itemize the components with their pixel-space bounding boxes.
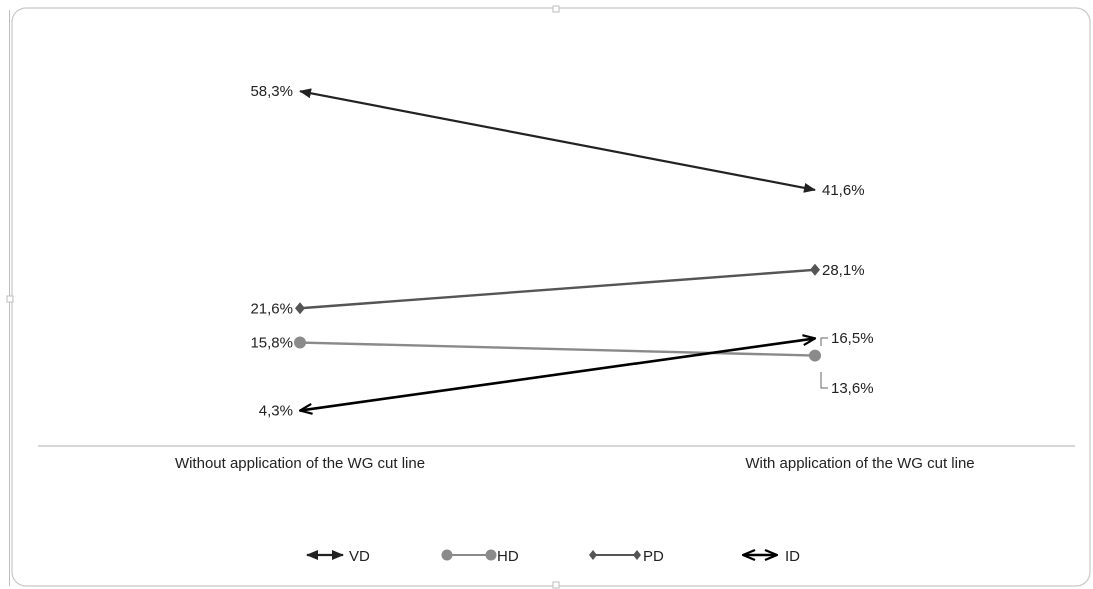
series-line-vd [299, 88, 816, 193]
data-label-hd-2: 13,6% [831, 380, 874, 397]
frame-handle-left [6, 295, 14, 303]
data-label-id-2: 16,5% [831, 330, 874, 347]
legend-swatch-pd [589, 550, 641, 560]
leader-line-id [820, 337, 828, 346]
data-point-pd-2 [810, 263, 820, 276]
legend-label-pd: PD [643, 548, 664, 565]
series-line-id [300, 338, 815, 410]
legend-item-vd: VD [306, 548, 370, 565]
series-vd: 58,3% 41,6% [250, 83, 864, 199]
category-label-1: Without application of the WG cut line [175, 455, 425, 472]
data-label-vd-1: 58,3% [250, 83, 293, 100]
category-axis: Without application of the WG cut line Wi… [175, 455, 975, 472]
series-line-pd [299, 268, 816, 310]
data-label-id-1: 4,3% [259, 403, 293, 420]
legend-label-hd: HD [497, 548, 519, 565]
leader-line-hd [820, 372, 828, 389]
data-label-vd-2: 41,6% [822, 182, 865, 199]
legend: VD HD PD ID [306, 548, 800, 565]
legend-item-id: ID [743, 548, 800, 565]
chart-frame [11, 7, 1091, 587]
series-id: 4,3% 16,5% [259, 330, 874, 420]
plot-area: 21,6% 28,1% 15,8% 13,6% 58,3% 41,6% 4,3% 16,5% [250, 83, 873, 419]
frame-handle-bottom [552, 581, 560, 589]
series-pd: 21,6% 28,1% [250, 262, 864, 317]
frame-handle-top [552, 5, 560, 13]
legend-swatch-hd [441, 549, 497, 561]
legend-label-vd: VD [349, 548, 370, 565]
category-label-2: With application of the WG cut line [745, 455, 974, 472]
data-label-pd-2: 28,1% [822, 262, 865, 279]
legend-item-pd: PD [589, 548, 664, 565]
legend-label-id: ID [785, 548, 800, 565]
legend-item-hd: HD [441, 548, 519, 565]
data-label-pd-1: 21,6% [250, 300, 293, 317]
data-point-pd-1 [295, 302, 305, 315]
data-point-hd-2 [809, 349, 821, 362]
data-label-hd-1: 15,8% [250, 335, 293, 352]
data-point-hd-1 [294, 336, 306, 349]
